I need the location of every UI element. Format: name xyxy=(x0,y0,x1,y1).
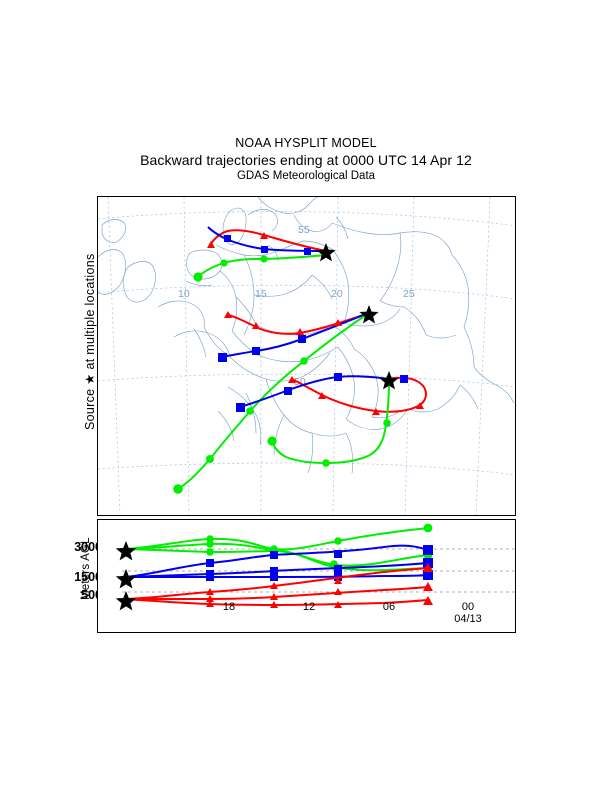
trajectory-group-source-2 xyxy=(173,311,370,494)
title-line-metdata: GDAS Meteorological Data xyxy=(236,170,376,182)
lat-label-55: 55 xyxy=(298,224,310,236)
trajectory-group-source-3 xyxy=(236,373,427,467)
height-gridlines xyxy=(122,548,515,593)
lon-label-15: 15 xyxy=(255,288,267,300)
lon-label-20: 20 xyxy=(331,288,343,300)
star-marker-source-3 xyxy=(379,371,399,390)
height-panel xyxy=(97,519,516,633)
marker-group-red-2 xyxy=(224,311,342,335)
marker-group-green-3 xyxy=(267,419,391,467)
lat-lon-label-25: 25 xyxy=(403,288,415,300)
height-left-tick-500: 500 xyxy=(81,588,102,602)
height-markers-red xyxy=(206,563,433,608)
time-tick-06: 06 xyxy=(382,601,396,613)
figure-title: NOAA HYSPLIT MODEL Backward trajectories… xyxy=(0,136,612,184)
map-axis-label: Source ★ at multiple locations xyxy=(83,253,97,430)
time-tick-12: 12 xyxy=(302,601,316,613)
height-source-stars xyxy=(115,541,137,611)
height-series-red xyxy=(125,563,433,608)
star-marker-height-3000 xyxy=(115,541,137,561)
lat-label-50: 50 xyxy=(294,376,306,388)
marker-group-red-1 xyxy=(207,232,268,248)
marker-group-blue-1 xyxy=(224,235,311,255)
map-source-stars xyxy=(316,243,399,390)
lon-label-10: 10 xyxy=(178,288,190,300)
star-marker-height-500 xyxy=(115,591,137,611)
title-line-description: Backward trajectories ending at 0000 UTC… xyxy=(140,152,472,168)
time-tick-18: 18 xyxy=(222,601,236,613)
marker-group-green-2 xyxy=(173,357,308,494)
map-coastlines xyxy=(98,197,515,474)
star-marker-height-1500 xyxy=(115,569,137,589)
star-marker-source-1 xyxy=(316,243,336,262)
title-line-model: NOAA HYSPLIT MODEL xyxy=(235,136,377,150)
map-grid-labels: 10 15 20 25 55 50 xyxy=(178,224,415,388)
marker-group-green-1 xyxy=(193,255,268,282)
marker-group-blue-2 xyxy=(218,335,306,362)
star-marker-source-2 xyxy=(359,305,379,324)
trajectory-group-source-1 xyxy=(193,226,327,282)
marker-group-blue-3 xyxy=(236,373,408,412)
height-left-tick-3000: 3000 xyxy=(74,540,102,554)
time-date-label: 04/13 xyxy=(454,613,482,625)
time-tick-00: 00 xyxy=(461,601,475,613)
height-svg xyxy=(115,523,515,611)
map-svg: 10 15 20 25 55 50 xyxy=(98,197,515,515)
marker-group-red-3 xyxy=(288,376,424,415)
map-graticule xyxy=(98,197,515,515)
map-panel: 10 15 20 25 55 50 xyxy=(97,196,516,516)
height-left-tick-1500: 1500 xyxy=(74,570,102,584)
